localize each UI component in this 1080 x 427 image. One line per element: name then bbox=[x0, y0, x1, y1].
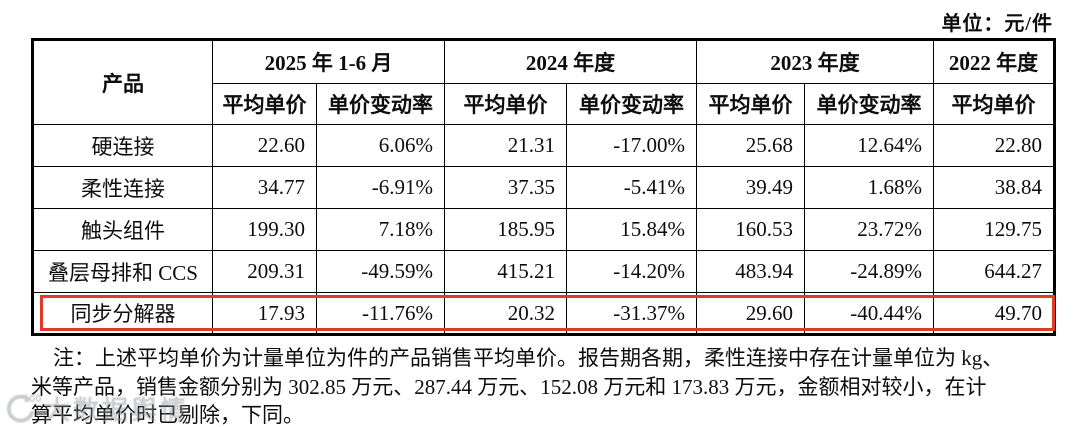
sub-header-change-rate-2023: 单价变动率 bbox=[804, 83, 934, 125]
sub-header-avg-price-2024: 平均单价 bbox=[444, 83, 567, 125]
value-cell: 129.75 bbox=[933, 208, 1055, 251]
unit-label: 单位：元/件 bbox=[941, 13, 1053, 35]
note-line: 米等产品，销售金额分别为 302.85 万元、287.44 万元、152.08 … bbox=[31, 374, 987, 399]
value-cell: 25.68 bbox=[696, 124, 805, 167]
value-cell: 22.60 bbox=[212, 124, 317, 167]
average-unit-price-table: 产品 2025 年 1-6 月 2024 年度 2023 年度 2022 年度 … bbox=[31, 38, 1056, 336]
table-row-laminated-busbar-ccs: 叠层母排和 CCS 209.31 -49.59% 415.21 -14.20% … bbox=[32, 250, 1055, 293]
sub-header-change-rate-2024: 单价变动率 bbox=[566, 83, 697, 125]
value-cell: 23.72% bbox=[804, 208, 934, 251]
value-cell: 20.32 bbox=[444, 292, 567, 335]
product-cell: 触头组件 bbox=[32, 208, 213, 251]
value-cell: 38.84 bbox=[933, 166, 1055, 209]
value-cell: -40.44% bbox=[804, 292, 934, 335]
value-cell: 39.49 bbox=[696, 166, 805, 209]
sub-header-avg-price-2023: 平均单价 bbox=[696, 83, 805, 125]
value-cell: 49.70 bbox=[933, 292, 1055, 335]
value-cell: -49.59% bbox=[316, 250, 445, 293]
value-cell: 160.53 bbox=[696, 208, 805, 251]
value-cell: -31.37% bbox=[566, 292, 697, 335]
value-cell: 209.31 bbox=[212, 250, 317, 293]
value-cell: 1.68% bbox=[804, 166, 934, 209]
value-cell: 37.35 bbox=[444, 166, 567, 209]
value-cell: 29.60 bbox=[696, 292, 805, 335]
product-header-cell: 产品 bbox=[32, 39, 213, 125]
note-paragraph: 注：上述平均单价为计量单位为件的产品销售平均单价。报告期各期，柔性连接中存在计量… bbox=[31, 344, 1055, 427]
value-cell: -14.20% bbox=[566, 250, 697, 293]
sub-header-change-rate-2025: 单价变动率 bbox=[316, 83, 445, 125]
table-row-contact-assembly: 触头组件 199.30 7.18% 185.95 15.84% 160.53 2… bbox=[32, 208, 1055, 251]
value-cell: 6.06% bbox=[316, 124, 445, 167]
value-cell: 15.84% bbox=[566, 208, 697, 251]
value-cell: 34.77 bbox=[212, 166, 317, 209]
table-row-flexible-connection: 柔性连接 34.77 -6.91% 37.35 -5.41% 39.49 1.6… bbox=[32, 166, 1055, 209]
value-cell: -24.89% bbox=[804, 250, 934, 293]
value-cell: -11.76% bbox=[316, 292, 445, 335]
product-cell: 同步分解器 bbox=[32, 292, 213, 335]
value-cell: 644.27 bbox=[933, 250, 1055, 293]
value-cell: 12.64% bbox=[804, 124, 934, 167]
group-header-2024: 2024 年度 bbox=[444, 39, 697, 84]
note-line: 算平均单价时已剔除，下同。 bbox=[31, 403, 304, 427]
table-row-resolver-highlighted: 同步分解器 17.93 -11.76% 20.32 -31.37% 29.60 … bbox=[32, 292, 1055, 335]
product-cell: 硬连接 bbox=[32, 124, 213, 167]
value-cell: 17.93 bbox=[212, 292, 317, 335]
value-cell: -6.91% bbox=[316, 166, 445, 209]
value-cell: -5.41% bbox=[566, 166, 697, 209]
value-cell: 415.21 bbox=[444, 250, 567, 293]
group-header-2025: 2025 年 1-6 月 bbox=[212, 39, 445, 84]
value-cell: 21.31 bbox=[444, 124, 567, 167]
product-cell: 叠层母排和 CCS bbox=[32, 250, 213, 293]
sub-header-avg-price-2025: 平均单价 bbox=[212, 83, 317, 125]
value-cell: -17.00% bbox=[566, 124, 697, 167]
value-cell: 7.18% bbox=[316, 208, 445, 251]
value-cell: 483.94 bbox=[696, 250, 805, 293]
note-line: 注：上述平均单价为计量单位为件的产品销售平均单价。报告期各期，柔性连接中存在计量… bbox=[53, 346, 1004, 370]
group-header-2023: 2023 年度 bbox=[696, 39, 934, 84]
group-header-2022: 2022 年度 bbox=[933, 39, 1055, 84]
value-cell: 199.30 bbox=[212, 208, 317, 251]
value-cell: 22.80 bbox=[933, 124, 1055, 167]
sub-header-avg-price-2022: 平均单价 bbox=[933, 83, 1055, 125]
product-cell: 柔性连接 bbox=[32, 166, 213, 209]
table-row-hard-connection: 硬连接 22.60 6.06% 21.31 -17.00% 25.68 12.6… bbox=[32, 124, 1055, 167]
value-cell: 185.95 bbox=[444, 208, 567, 251]
